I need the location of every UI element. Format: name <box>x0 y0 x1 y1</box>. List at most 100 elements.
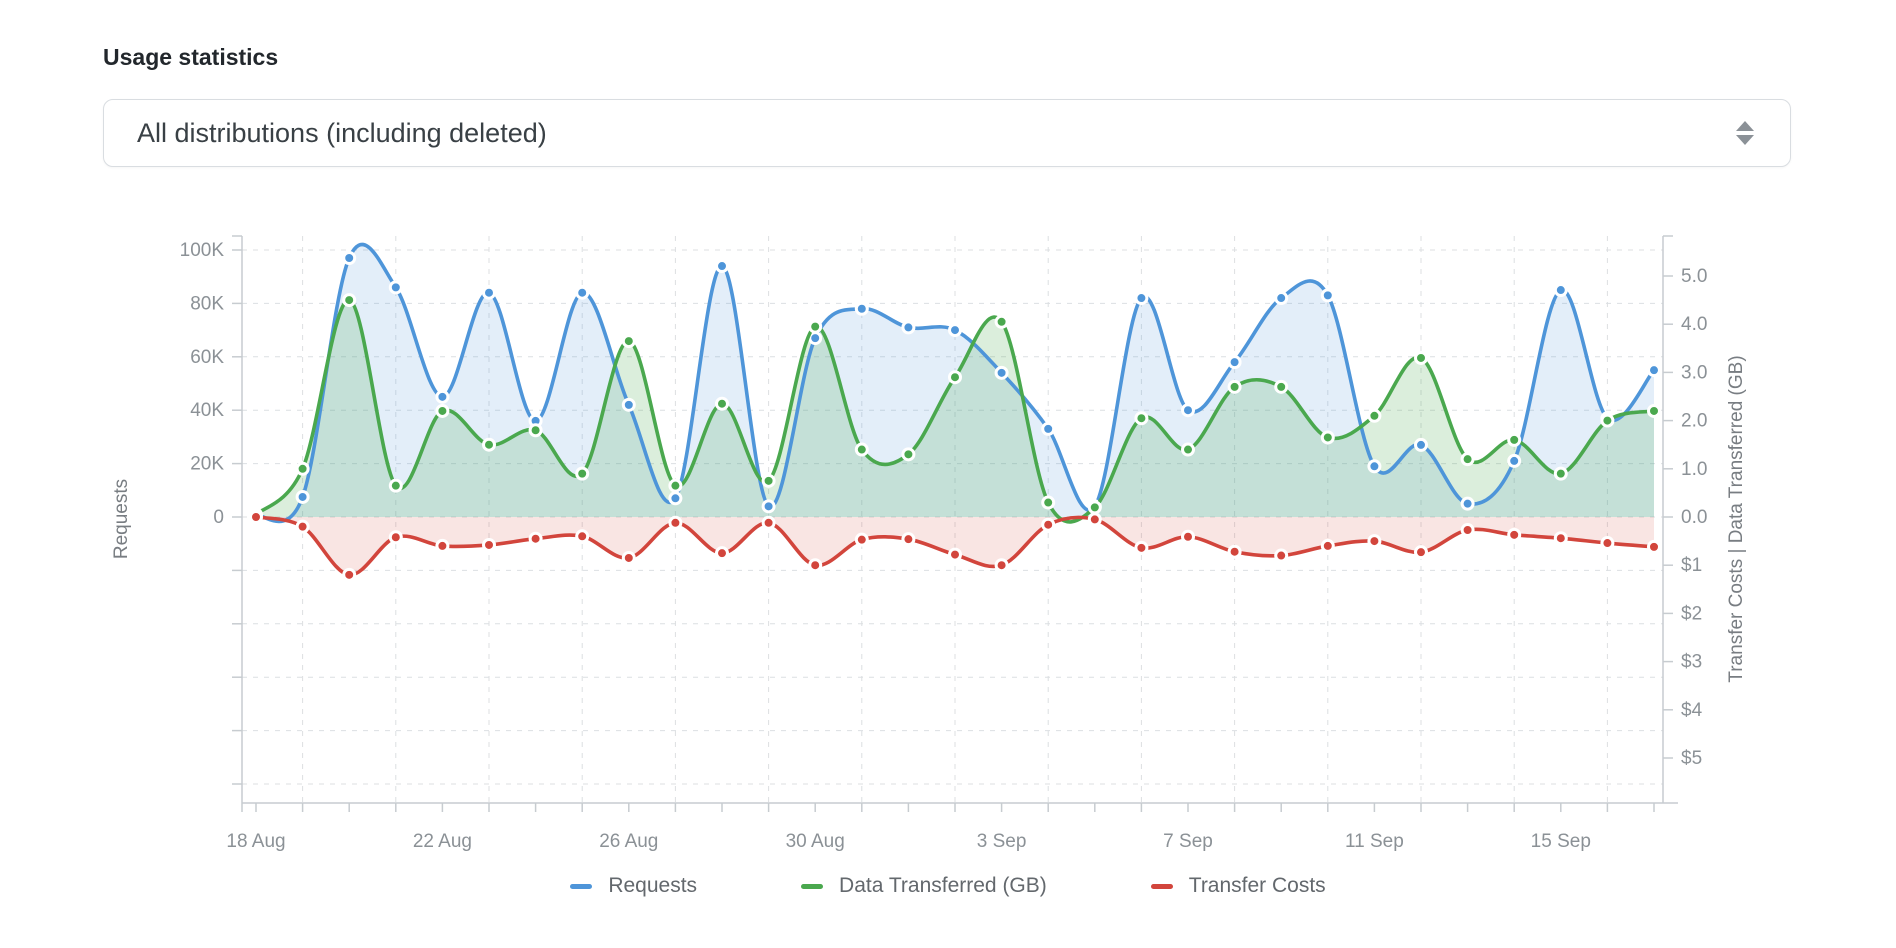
svg-text:0: 0 <box>213 507 224 528</box>
data-point <box>1227 355 1242 370</box>
left-axis-title: Requests <box>111 479 132 559</box>
svg-text:15 Sep: 15 Sep <box>1531 831 1591 852</box>
data-point <box>295 489 310 504</box>
series-area-3 <box>256 517 1654 575</box>
data-point <box>388 478 403 493</box>
svg-text:$2: $2 <box>1681 603 1702 624</box>
data-point <box>808 319 823 334</box>
svg-text:$4: $4 <box>1681 700 1703 721</box>
data-point <box>1367 408 1382 423</box>
svg-text:5.0: 5.0 <box>1681 266 1707 287</box>
svg-text:60K: 60K <box>190 347 224 368</box>
legend-item-requests[interactable]: Requests <box>570 874 697 898</box>
svg-text:26 Aug: 26 Aug <box>599 831 658 852</box>
data-point <box>342 567 357 582</box>
chart-legend: Requests Data Transferred (GB) Transfer Co… <box>0 874 1896 898</box>
svg-text:80K: 80K <box>190 293 224 314</box>
data-point <box>435 538 450 553</box>
data-point <box>295 519 310 534</box>
data-point <box>1414 437 1428 452</box>
data-point <box>761 515 776 530</box>
data-point <box>854 532 869 547</box>
svg-text:3 Sep: 3 Sep <box>977 831 1027 852</box>
data-point <box>388 280 403 295</box>
legend-dash-icon <box>1150 883 1173 889</box>
data-point <box>1460 523 1475 538</box>
data-point <box>575 466 590 481</box>
data-point <box>1134 540 1149 555</box>
svg-text:40K: 40K <box>190 400 224 421</box>
data-point <box>342 293 357 308</box>
data-point <box>1553 283 1568 298</box>
data-point <box>1274 379 1289 394</box>
data-point <box>435 403 450 418</box>
data-point <box>1600 536 1615 551</box>
data-point <box>1600 413 1615 428</box>
legend-label: Transfer Costs <box>1188 874 1326 897</box>
svg-text:7 Sep: 7 Sep <box>1163 831 1213 852</box>
legend-label: Requests <box>608 874 698 897</box>
data-point <box>808 331 823 346</box>
data-point <box>1134 291 1149 306</box>
svg-text:0.0: 0.0 <box>1681 507 1707 528</box>
data-point <box>1181 529 1195 544</box>
legend-item-data-transferred-gb[interactable]: Data Transferred (GB) <box>801 874 1047 898</box>
data-point <box>295 461 310 476</box>
series-points-3 <box>249 510 1661 582</box>
page-title: Usage statistics <box>103 44 279 70</box>
data-point <box>715 546 729 561</box>
data-point <box>575 285 590 300</box>
data-point <box>668 478 683 493</box>
svg-text:$1: $1 <box>1681 555 1702 576</box>
data-point <box>948 323 962 338</box>
data-point <box>1320 430 1335 445</box>
data-point <box>715 396 729 411</box>
data-point <box>528 531 543 546</box>
axes <box>232 235 1678 812</box>
data-point <box>1647 363 1661 378</box>
svg-text:30 Aug: 30 Aug <box>786 831 845 852</box>
data-point <box>528 423 543 438</box>
data-point <box>1041 517 1056 532</box>
legend-label: Data Transferred (GB) <box>839 874 1047 897</box>
axis-titles: Requests Transfer Costs | Data Transferre… <box>111 355 1747 682</box>
data-point <box>1507 453 1522 468</box>
data-point <box>1181 403 1195 418</box>
data-point <box>1507 527 1522 542</box>
data-point <box>1274 291 1289 306</box>
svg-text:3.0: 3.0 <box>1681 362 1707 383</box>
data-point <box>994 558 1009 573</box>
data-point <box>1041 421 1056 436</box>
data-point <box>948 370 962 385</box>
data-point <box>249 510 263 524</box>
right-axis-title: Transfer Costs | Data Transferred (GB) <box>1726 355 1747 682</box>
data-point <box>621 550 636 565</box>
data-point <box>1181 442 1195 457</box>
data-point <box>761 473 776 488</box>
data-point <box>342 251 357 266</box>
data-point <box>388 530 403 545</box>
data-point <box>668 515 683 530</box>
data-point <box>1274 548 1289 563</box>
data-point <box>1647 403 1661 418</box>
svg-text:18 Aug: 18 Aug <box>226 831 285 852</box>
data-point <box>854 301 869 316</box>
data-point <box>1134 411 1149 426</box>
data-point <box>1227 544 1242 559</box>
data-point <box>1320 538 1335 553</box>
series-area-2 <box>256 300 1654 522</box>
data-point <box>994 365 1009 380</box>
data-point <box>1087 500 1102 515</box>
data-point <box>621 397 636 412</box>
data-point <box>1087 512 1102 527</box>
data-point <box>854 442 869 457</box>
data-point <box>1367 459 1382 474</box>
data-point <box>482 537 496 552</box>
data-point <box>808 558 823 573</box>
svg-text:2.0: 2.0 <box>1681 411 1707 432</box>
distribution-select[interactable]: All distributions (including deleted) <box>103 99 1791 167</box>
data-point <box>1414 350 1428 365</box>
legend-item-transfer-costs[interactable]: Transfer Costs <box>1150 874 1326 898</box>
